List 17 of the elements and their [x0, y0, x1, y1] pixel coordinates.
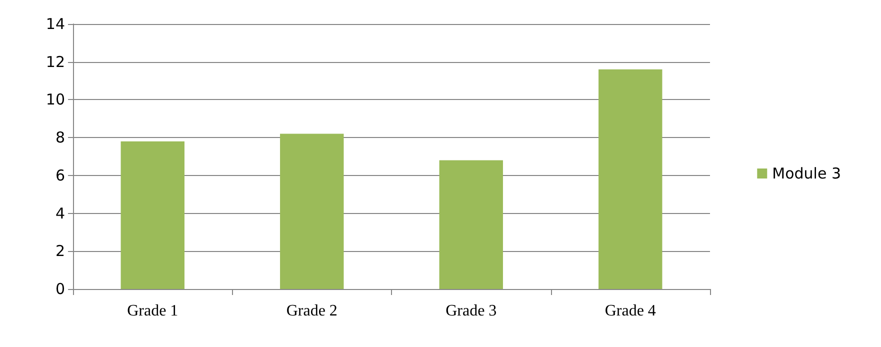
x-tick-label: Grade 1: [127, 302, 178, 320]
y-tick-label: 14: [46, 15, 65, 33]
y-tick-label: 12: [46, 52, 65, 71]
y-tick-label: 2: [55, 242, 65, 260]
bar: [439, 160, 503, 289]
bar: [120, 141, 184, 289]
y-tick-label: 0: [55, 280, 65, 298]
legend-label: Module 3: [772, 164, 842, 182]
y-tick-label: 4: [55, 204, 65, 222]
bar: [598, 69, 662, 289]
y-tick-label: 8: [55, 128, 65, 147]
x-tick-label: Grade 2: [286, 302, 338, 320]
y-tick-label: 10: [46, 90, 65, 109]
y-tick-label: 6: [55, 166, 65, 184]
bar: [280, 134, 344, 289]
x-tick-label: Grade 4: [604, 302, 656, 320]
x-tick-label: Grade 3: [446, 302, 497, 320]
